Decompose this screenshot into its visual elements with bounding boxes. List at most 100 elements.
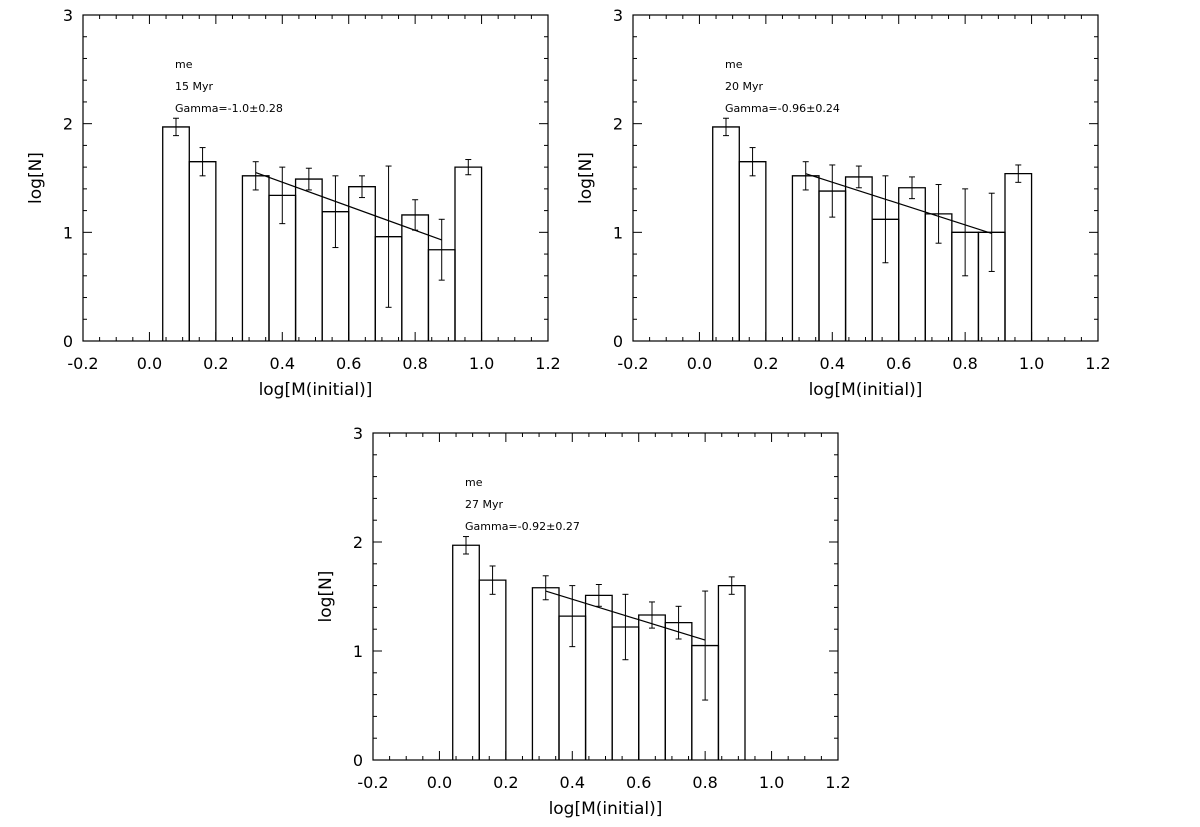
x-tick-label: 0.0: [137, 354, 162, 373]
error-bar: [465, 159, 472, 176]
error-bar: [882, 175, 889, 264]
y-axis-label: log[N]: [26, 152, 46, 204]
annotation-text: 15 Myr: [175, 80, 213, 93]
error-bar: [279, 166, 286, 225]
y-axis-label: log[N]: [316, 571, 336, 623]
x-tick-label: 0.0: [687, 354, 712, 373]
annotation-text: Gamma=-0.92±0.27: [465, 520, 580, 533]
annotation-text: me: [725, 58, 743, 71]
y-tick-label: 2: [613, 115, 623, 134]
x-tick-label: -0.2: [67, 354, 98, 373]
error-bar: [252, 161, 259, 191]
y-tick-label: 3: [353, 424, 363, 443]
annotation-text: me: [465, 476, 483, 489]
x-tick-label: 1.0: [1019, 354, 1044, 373]
histogram-bar: [452, 544, 480, 760]
y-tick-label: 2: [63, 115, 73, 134]
y-tick-label: 1: [63, 223, 73, 242]
histogram-bar: [294, 178, 323, 341]
plot-frame: [632, 14, 1099, 342]
histogram-bar: [478, 579, 507, 760]
histogram-bar: [664, 622, 693, 760]
annotation-text: me: [175, 58, 193, 71]
annotation-text: Gamma=-1.0±0.28: [175, 102, 283, 115]
y-tick-label: 1: [613, 223, 623, 242]
y-tick-label: 0: [63, 332, 73, 351]
plot-frame: [372, 432, 839, 761]
x-tick-label: 0.8: [952, 354, 977, 373]
x-axis-label: log[M(initial)]: [809, 380, 923, 400]
x-tick-label: 1.0: [759, 773, 784, 792]
y-tick-label: 3: [613, 6, 623, 25]
annotation-text: Gamma=-0.96±0.24: [725, 102, 840, 115]
fit-line: [805, 173, 992, 234]
histogram-bar: [1004, 173, 1033, 341]
error-bar: [728, 576, 735, 595]
error-bar: [702, 590, 709, 701]
error-bar: [962, 188, 969, 277]
x-axis-label: log[M(initial)]: [259, 380, 373, 400]
error-bar: [935, 184, 942, 244]
histogram-bar: [454, 166, 483, 341]
x-axis-label: log[M(initial)]: [549, 799, 663, 819]
error-bar: [723, 117, 729, 137]
error-bar: [749, 147, 756, 177]
error-bar: [305, 167, 312, 191]
x-tick-label: 0.4: [270, 354, 295, 373]
error-bar: [622, 593, 629, 661]
histogram-bar: [162, 126, 190, 341]
chart-panel-27-myr: -0.2 0.0 0.2 0.4 0.6 0.8 1.0 1.2 0 1 2 3 log[M(initi…: [316, 424, 851, 819]
y-tick-label: 1: [353, 642, 363, 661]
fit-line: [255, 172, 442, 241]
error-bar: [463, 536, 469, 555]
y-tick-label: 0: [353, 751, 363, 770]
error-bar: [359, 175, 365, 199]
error-bar: [675, 605, 682, 640]
x-tick-label: 0.8: [692, 773, 717, 792]
x-tick-label: 0.6: [626, 773, 651, 792]
x-tick-label: 0.0: [427, 773, 452, 792]
x-tick-label: 0.4: [560, 773, 585, 792]
error-bar: [988, 192, 995, 272]
histogram-bar: [844, 176, 873, 341]
chart-panel-20-myr: -0.2 0.0 0.2 0.4 0.6 0.8 1.0 1.2 0 1 2 3 log[M(initi…: [576, 6, 1111, 400]
chart-panel-15-myr: -0.2 0.0 0.2 0.4 0.6 0.8 1.0 1.2 0 1 2 3 log[M(initi…: [26, 6, 561, 400]
histogram-bar: [241, 175, 270, 341]
x-tick-label: -0.2: [357, 773, 388, 792]
x-tick-label: 0.6: [886, 354, 911, 373]
x-tick-label: 0.2: [203, 354, 228, 373]
x-tick-label: 0.8: [402, 354, 427, 373]
error-bar: [569, 585, 576, 648]
x-tick-label: 0.6: [336, 354, 361, 373]
histogram-bar: [584, 594, 613, 760]
histogram-bar: [738, 161, 767, 341]
error-bar: [909, 176, 915, 200]
histogram-bar: [791, 175, 820, 341]
error-bar: [802, 161, 809, 191]
x-tick-label: -0.2: [617, 354, 648, 373]
y-tick-label: 3: [63, 6, 73, 25]
error-bar: [829, 164, 836, 218]
error-bar: [542, 575, 549, 601]
error-bar: [385, 165, 392, 308]
x-tick-label: 1.2: [825, 773, 850, 792]
y-tick-label: 2: [353, 533, 363, 552]
y-tick-label: 0: [613, 332, 623, 351]
histogram-bar: [712, 126, 740, 341]
plot-frame: [82, 14, 549, 342]
x-tick-label: 0.4: [820, 354, 845, 373]
histogram-bar: [188, 161, 217, 341]
histogram-bar: [531, 587, 560, 760]
x-tick-label: 1.0: [469, 354, 494, 373]
x-tick-label: 0.2: [753, 354, 778, 373]
annotation-text: 20 Myr: [725, 80, 763, 93]
error-bar: [438, 218, 445, 281]
error-bar: [855, 165, 862, 189]
histogram-bar: [348, 186, 376, 341]
error-bar: [332, 175, 339, 249]
histogram-bar: [638, 614, 666, 760]
fit-line: [545, 590, 706, 641]
x-tick-label: 1.2: [1085, 354, 1110, 373]
annotation-text: 27 Myr: [465, 498, 503, 511]
